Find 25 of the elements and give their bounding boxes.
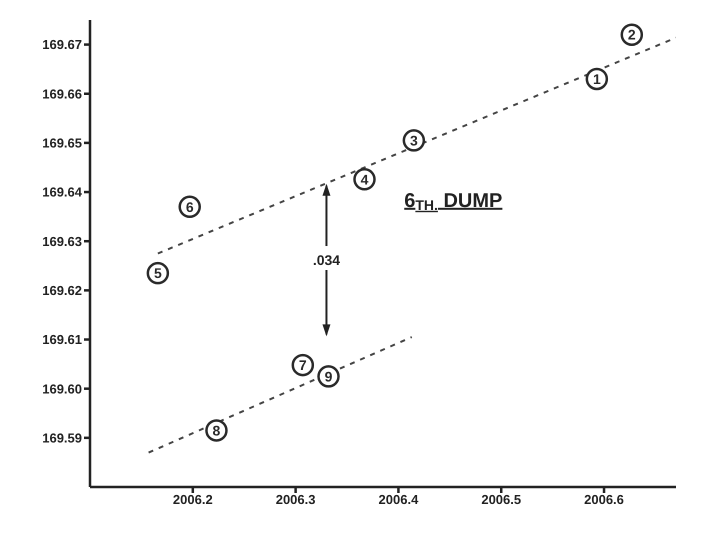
y-tick-label: 169.61 [42,332,82,348]
x-tick-label: 2006.5 [481,492,522,508]
series-label: 5 [154,265,162,282]
y-tick-label: 169.63 [42,234,82,249]
x-tick-label: 2006.4 [378,492,420,508]
y-tick-label: 169.64 [42,184,83,200]
x-tick-label: 2006.2 [172,492,213,508]
annotation: 6$_{TH.}$ DUMP [404,190,502,213]
annotation: .034 [312,252,340,268]
series-label: 6 [186,198,194,215]
series-label: 1 [592,70,601,87]
y-tick-label: 169.67 [42,37,82,52]
series-label: 3 [410,132,418,148]
series-label: 7 [298,357,307,374]
y-tick-label: 169.62 [42,282,82,298]
series-label: 8 [212,422,221,438]
y-tick-label: 169.60 [42,381,82,396]
y-tick-label: 169.59 [42,430,82,446]
x-tick-label: 2006.6 [584,492,624,508]
x-tick-label: 2006.3 [276,492,316,508]
y-tick-label: 169.65 [42,136,82,151]
y-tick-label: 169.66 [42,86,82,102]
series-label: 2 [628,26,636,43]
series-label: 4 [360,171,369,188]
series-label: 9 [324,368,333,384]
